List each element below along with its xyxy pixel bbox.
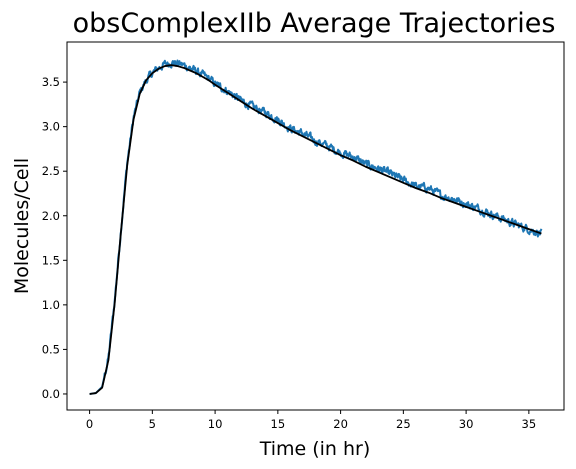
y-tick-label: 2.5	[42, 164, 60, 178]
x-tick-label: 35	[522, 417, 537, 431]
y-tick-label: 1.0	[42, 298, 60, 312]
y-tick-label: 3.5	[42, 75, 60, 89]
y-tick-label: 1.5	[42, 253, 60, 267]
x-tick-label: 5	[149, 417, 156, 431]
series-line-simulation	[89, 59, 543, 395]
x-tick-label: 15	[271, 417, 286, 431]
x-axis: 0 5 10 15 20 25 30 35	[86, 410, 536, 431]
y-tick-label: 2.0	[42, 209, 60, 223]
series-line-mean	[89, 64, 542, 395]
y-axis: 0.0 0.5 1.0 1.5 2.0 2.5 3.0 3.5	[42, 75, 67, 401]
x-axis-title: Time (in hr)	[259, 438, 371, 460]
plot-frame	[66, 41, 565, 411]
chart-title: obsComplexIIb Average Trajectories	[73, 8, 556, 39]
y-tick-label: 0.5	[42, 342, 60, 356]
x-tick-label: 25	[396, 417, 411, 431]
y-axis-title: Molecules/Cell	[11, 158, 33, 294]
x-tick-label: 0	[86, 417, 93, 431]
x-tick-label: 20	[333, 417, 348, 431]
x-tick-label: 10	[208, 417, 223, 431]
x-tick-label: 30	[459, 417, 474, 431]
y-tick-label: 3.0	[42, 120, 60, 134]
plot-layer	[89, 59, 543, 395]
y-tick-label: 0.0	[42, 387, 60, 401]
